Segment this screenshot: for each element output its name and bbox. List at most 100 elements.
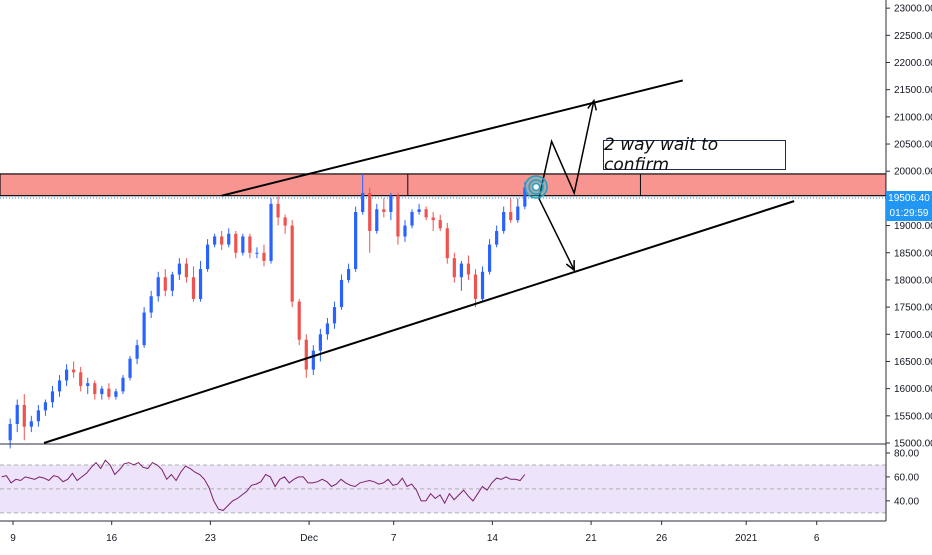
candle-body bbox=[170, 274, 174, 291]
candle-body bbox=[234, 233, 238, 253]
candle-body bbox=[121, 377, 125, 392]
candle-body bbox=[156, 277, 160, 297]
candle-body bbox=[523, 187, 527, 207]
time-tick-label: 26 bbox=[656, 533, 668, 544]
candle-body bbox=[431, 217, 435, 221]
price-tick-label: 17000.00 bbox=[894, 330, 932, 341]
candle-body bbox=[445, 228, 449, 259]
candle-body bbox=[149, 296, 153, 313]
projection-up-path bbox=[538, 100, 595, 199]
candle-body bbox=[86, 383, 90, 386]
price-tick-label: 15500.00 bbox=[894, 411, 932, 422]
candle-body bbox=[15, 404, 19, 424]
rsi-layer bbox=[0, 443, 886, 514]
channel-lower-line bbox=[43, 200, 795, 444]
price-tick-label: 22500.00 bbox=[894, 31, 932, 42]
candle-body bbox=[410, 211, 414, 226]
candle-body bbox=[361, 192, 365, 212]
candle-body bbox=[227, 233, 231, 245]
price-tick-label: 18500.00 bbox=[894, 248, 932, 259]
time-tick-label: 2021 bbox=[735, 533, 758, 544]
channel-upper-line bbox=[221, 79, 683, 197]
candle-body bbox=[332, 307, 337, 324]
candle-body bbox=[248, 236, 252, 253]
candle-body bbox=[452, 258, 456, 278]
candle-body bbox=[93, 383, 97, 395]
candle-body bbox=[43, 402, 48, 411]
candle-body bbox=[276, 203, 280, 218]
candle-body bbox=[72, 369, 76, 373]
time-tick-label: 23 bbox=[205, 533, 217, 544]
candle-body bbox=[36, 410, 40, 422]
last-price-tag: 19506.40 bbox=[886, 191, 932, 206]
candle-body bbox=[128, 358, 132, 378]
resistance-zone bbox=[0, 173, 887, 197]
candle-body bbox=[502, 211, 506, 232]
candle-body bbox=[177, 263, 181, 275]
resistance-zone-layer bbox=[0, 173, 887, 197]
price-tick-label: 23000.00 bbox=[894, 4, 932, 15]
candle-body bbox=[191, 277, 196, 299]
candle-body bbox=[403, 225, 407, 237]
candle-body bbox=[64, 369, 69, 381]
candle-body bbox=[205, 244, 210, 270]
candle-body bbox=[100, 388, 104, 395]
candle-body bbox=[198, 269, 203, 299]
countdown-tag: 01:29:59 bbox=[886, 206, 932, 221]
candle-body bbox=[417, 209, 421, 212]
candle-body bbox=[339, 279, 344, 308]
drawings-layer bbox=[43, 79, 795, 444]
candle-body bbox=[368, 192, 372, 232]
candle-body bbox=[438, 220, 442, 229]
candle-body bbox=[213, 236, 217, 245]
target-marker-mid bbox=[528, 179, 544, 195]
rsi-tick-label: 80.00 bbox=[894, 448, 919, 459]
candle-body bbox=[57, 380, 62, 392]
projection-down-path-arrowhead bbox=[565, 260, 575, 272]
candle-body bbox=[325, 323, 330, 335]
candle-body bbox=[495, 231, 499, 245]
candle-body bbox=[184, 263, 189, 278]
candle-body bbox=[107, 388, 111, 397]
rsi-line bbox=[1, 459, 526, 511]
candle-body bbox=[389, 195, 393, 212]
annotation-label[interactable]: 2 way wait to confirm bbox=[603, 135, 786, 175]
candle-body bbox=[290, 225, 294, 302]
candle-body bbox=[163, 277, 167, 291]
candle-body bbox=[283, 217, 287, 226]
candle-body bbox=[382, 209, 386, 212]
price-tick-label: 16500.00 bbox=[894, 357, 932, 368]
candle-body bbox=[269, 203, 273, 261]
time-tick-label: 9 bbox=[10, 533, 16, 544]
candle-body bbox=[459, 263, 463, 278]
candle-body bbox=[114, 391, 118, 397]
price-axis-bg bbox=[886, 0, 932, 550]
price-tick-label: 19000.00 bbox=[894, 221, 932, 232]
target-marker-inner bbox=[531, 182, 541, 192]
time-tick-label: 21 bbox=[586, 533, 598, 544]
price-tick-label: 21500.00 bbox=[894, 85, 932, 96]
candle-body bbox=[509, 211, 513, 221]
candle-body bbox=[375, 209, 379, 232]
candle-body bbox=[262, 252, 266, 261]
time-tick-label: 7 bbox=[391, 533, 397, 544]
candle-body bbox=[142, 312, 146, 346]
time-tick-label: 6 bbox=[814, 533, 820, 544]
time-tick-label: Dec bbox=[300, 533, 318, 544]
time-tick-label: 14 bbox=[487, 533, 499, 544]
rsi-tick-label: 40.00 bbox=[894, 496, 919, 507]
rsi-tick-label: 60.00 bbox=[894, 472, 919, 483]
time-tick-label: 16 bbox=[106, 533, 118, 544]
price-tick-label: 22000.00 bbox=[894, 58, 932, 69]
projection-down-path bbox=[538, 198, 575, 271]
price-tick-label: 16000.00 bbox=[894, 384, 932, 395]
candle-body bbox=[311, 350, 315, 370]
candle-body bbox=[466, 263, 471, 275]
price-tick-label: 15000.00 bbox=[894, 439, 932, 450]
candle-body bbox=[318, 334, 322, 351]
candle-body bbox=[220, 236, 224, 245]
